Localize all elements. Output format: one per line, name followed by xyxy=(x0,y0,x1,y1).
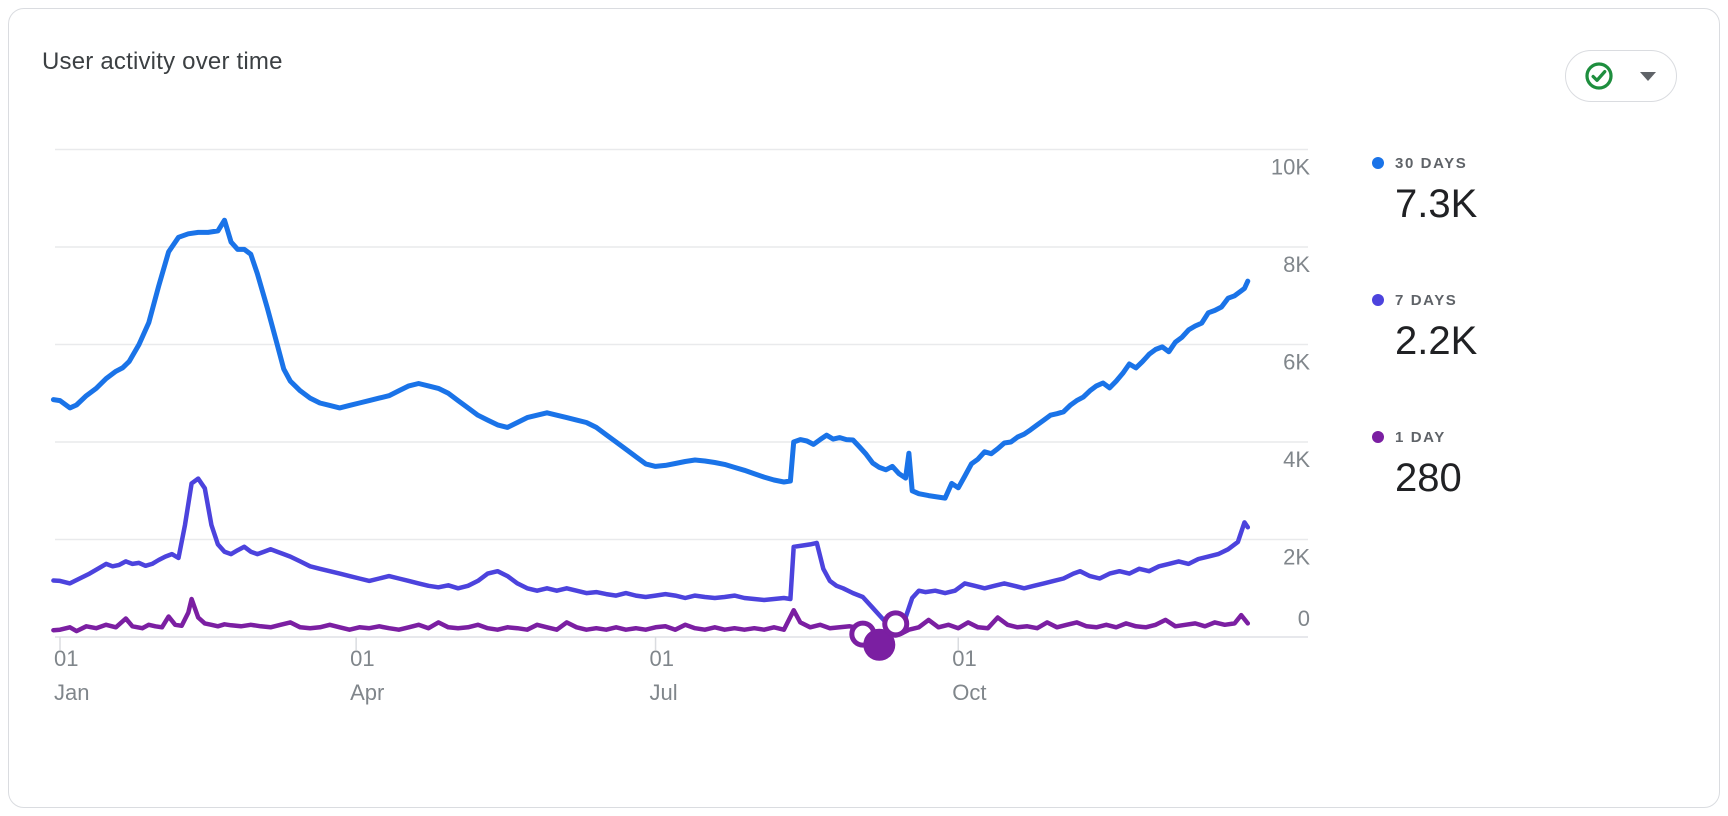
selected-point-marker-open xyxy=(882,610,910,638)
data-quality-button[interactable] xyxy=(1565,50,1677,102)
y-axis-label: 6K xyxy=(1283,350,1310,375)
legend-item-1-day: 1 DAY 280 xyxy=(1372,428,1692,502)
y-axis-label: 4K xyxy=(1283,447,1310,472)
user-activity-card xyxy=(8,8,1720,808)
legend-label: 30 DAYS xyxy=(1395,154,1468,172)
legend-dot xyxy=(1372,431,1384,443)
legend-dot xyxy=(1372,294,1384,306)
legend-dot xyxy=(1372,157,1384,169)
x-axis-label-day: 01 xyxy=(350,646,374,671)
x-axis-label-day: 01 xyxy=(650,646,674,671)
legend-item-7-days: 7 DAYS 2.2K xyxy=(1372,291,1692,365)
series-line-7-days xyxy=(51,476,1251,633)
caret-down-icon xyxy=(1640,71,1656,81)
x-axis-label-day: 01 xyxy=(54,646,78,671)
selected-point-marker-filled xyxy=(863,628,896,661)
x-axis-label-month: Apr xyxy=(350,680,384,705)
chart-legend: 30 DAYS 7.3K 7 DAYS 2.2K 1 DAY 280 xyxy=(1372,154,1692,565)
series-line-1-day xyxy=(51,596,1251,638)
legend-label: 1 DAY xyxy=(1395,428,1446,446)
y-axis-label: 2K xyxy=(1283,545,1310,570)
chart-title: User activity over time xyxy=(42,48,283,75)
y-axis-label: 10K xyxy=(1271,155,1310,180)
series-line-30-days xyxy=(50,217,1251,501)
x-axis-label-month: Jan xyxy=(54,680,89,705)
x-axis-label-day: 01 xyxy=(952,646,976,671)
x-axis-label-month: Jul xyxy=(650,680,678,705)
legend-item-30-days: 30 DAYS 7.3K xyxy=(1372,154,1692,228)
legend-label: 7 DAYS xyxy=(1395,291,1458,309)
check-circle-icon xyxy=(1585,62,1613,90)
y-axis-label: 0 xyxy=(1298,606,1310,631)
legend-value: 7.3K xyxy=(1395,182,1478,226)
legend-value: 2.2K xyxy=(1395,319,1478,363)
x-axis-label-month: Oct xyxy=(952,680,986,705)
legend-value: 280 xyxy=(1395,456,1462,500)
y-axis-label: 8K xyxy=(1283,252,1310,277)
